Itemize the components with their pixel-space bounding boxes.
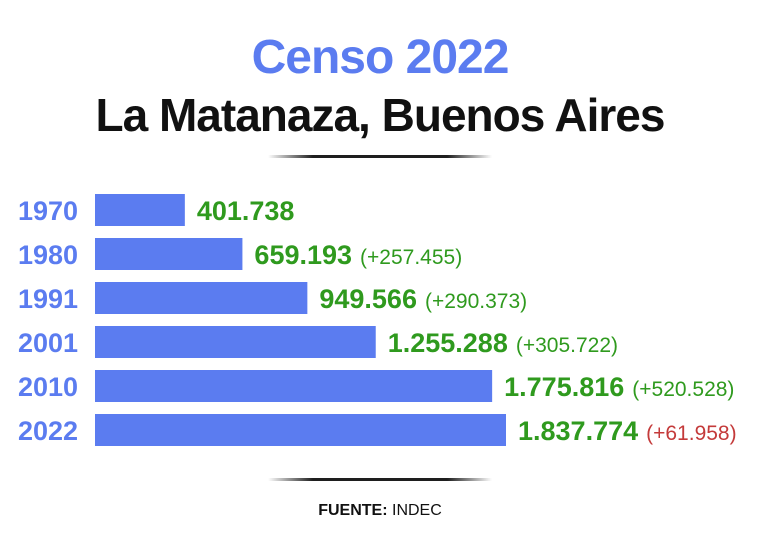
population-value: 1.255.288	[388, 328, 508, 358]
year-label: 1980	[18, 240, 78, 270]
bar-1991	[95, 282, 308, 314]
change-label: (+61.958)	[646, 422, 736, 445]
year-label: 1970	[18, 196, 78, 226]
bar-1980	[95, 238, 243, 270]
year-label: 2001	[18, 328, 78, 358]
source-value: INDEC	[392, 502, 442, 519]
bottom-divider	[268, 478, 492, 481]
population-value: 1.775.816	[504, 372, 624, 402]
year-label: 1991	[18, 284, 78, 314]
change-label: (+257.455)	[360, 246, 462, 269]
chart-title: Censo 2022	[251, 31, 510, 84]
population-value: 949.566	[319, 284, 417, 314]
change-label: (+305.722)	[516, 334, 618, 357]
population-value: 659.193	[254, 240, 352, 270]
source-note: FUENTE: INDEC	[0, 502, 760, 520]
value-label: 401.738	[197, 196, 295, 226]
value-label: 1.775.816 (+520.528)	[504, 372, 734, 402]
year-label: 2010	[18, 372, 78, 402]
value-label: 1.255.288 (+305.722)	[388, 328, 618, 358]
population-value: 401.738	[197, 196, 295, 226]
bar-2022	[95, 414, 506, 446]
population-value: 1.837.774	[518, 416, 638, 446]
year-label: 2022	[18, 416, 78, 446]
top-divider	[268, 155, 492, 158]
value-label: 949.566 (+290.373)	[319, 284, 527, 314]
change-label: (+520.528)	[632, 378, 734, 401]
value-label: 1.837.774 (+61.958)	[518, 416, 737, 446]
bar-2001	[95, 326, 376, 358]
value-label: 659.193 (+257.455)	[254, 240, 462, 270]
chart-subtitle: La Matanaza, Buenos Aires	[95, 89, 666, 141]
source-label: FUENTE:	[318, 502, 388, 519]
change-label: (+290.373)	[425, 290, 527, 313]
bar-1970	[95, 194, 185, 226]
bar-2010	[95, 370, 493, 402]
